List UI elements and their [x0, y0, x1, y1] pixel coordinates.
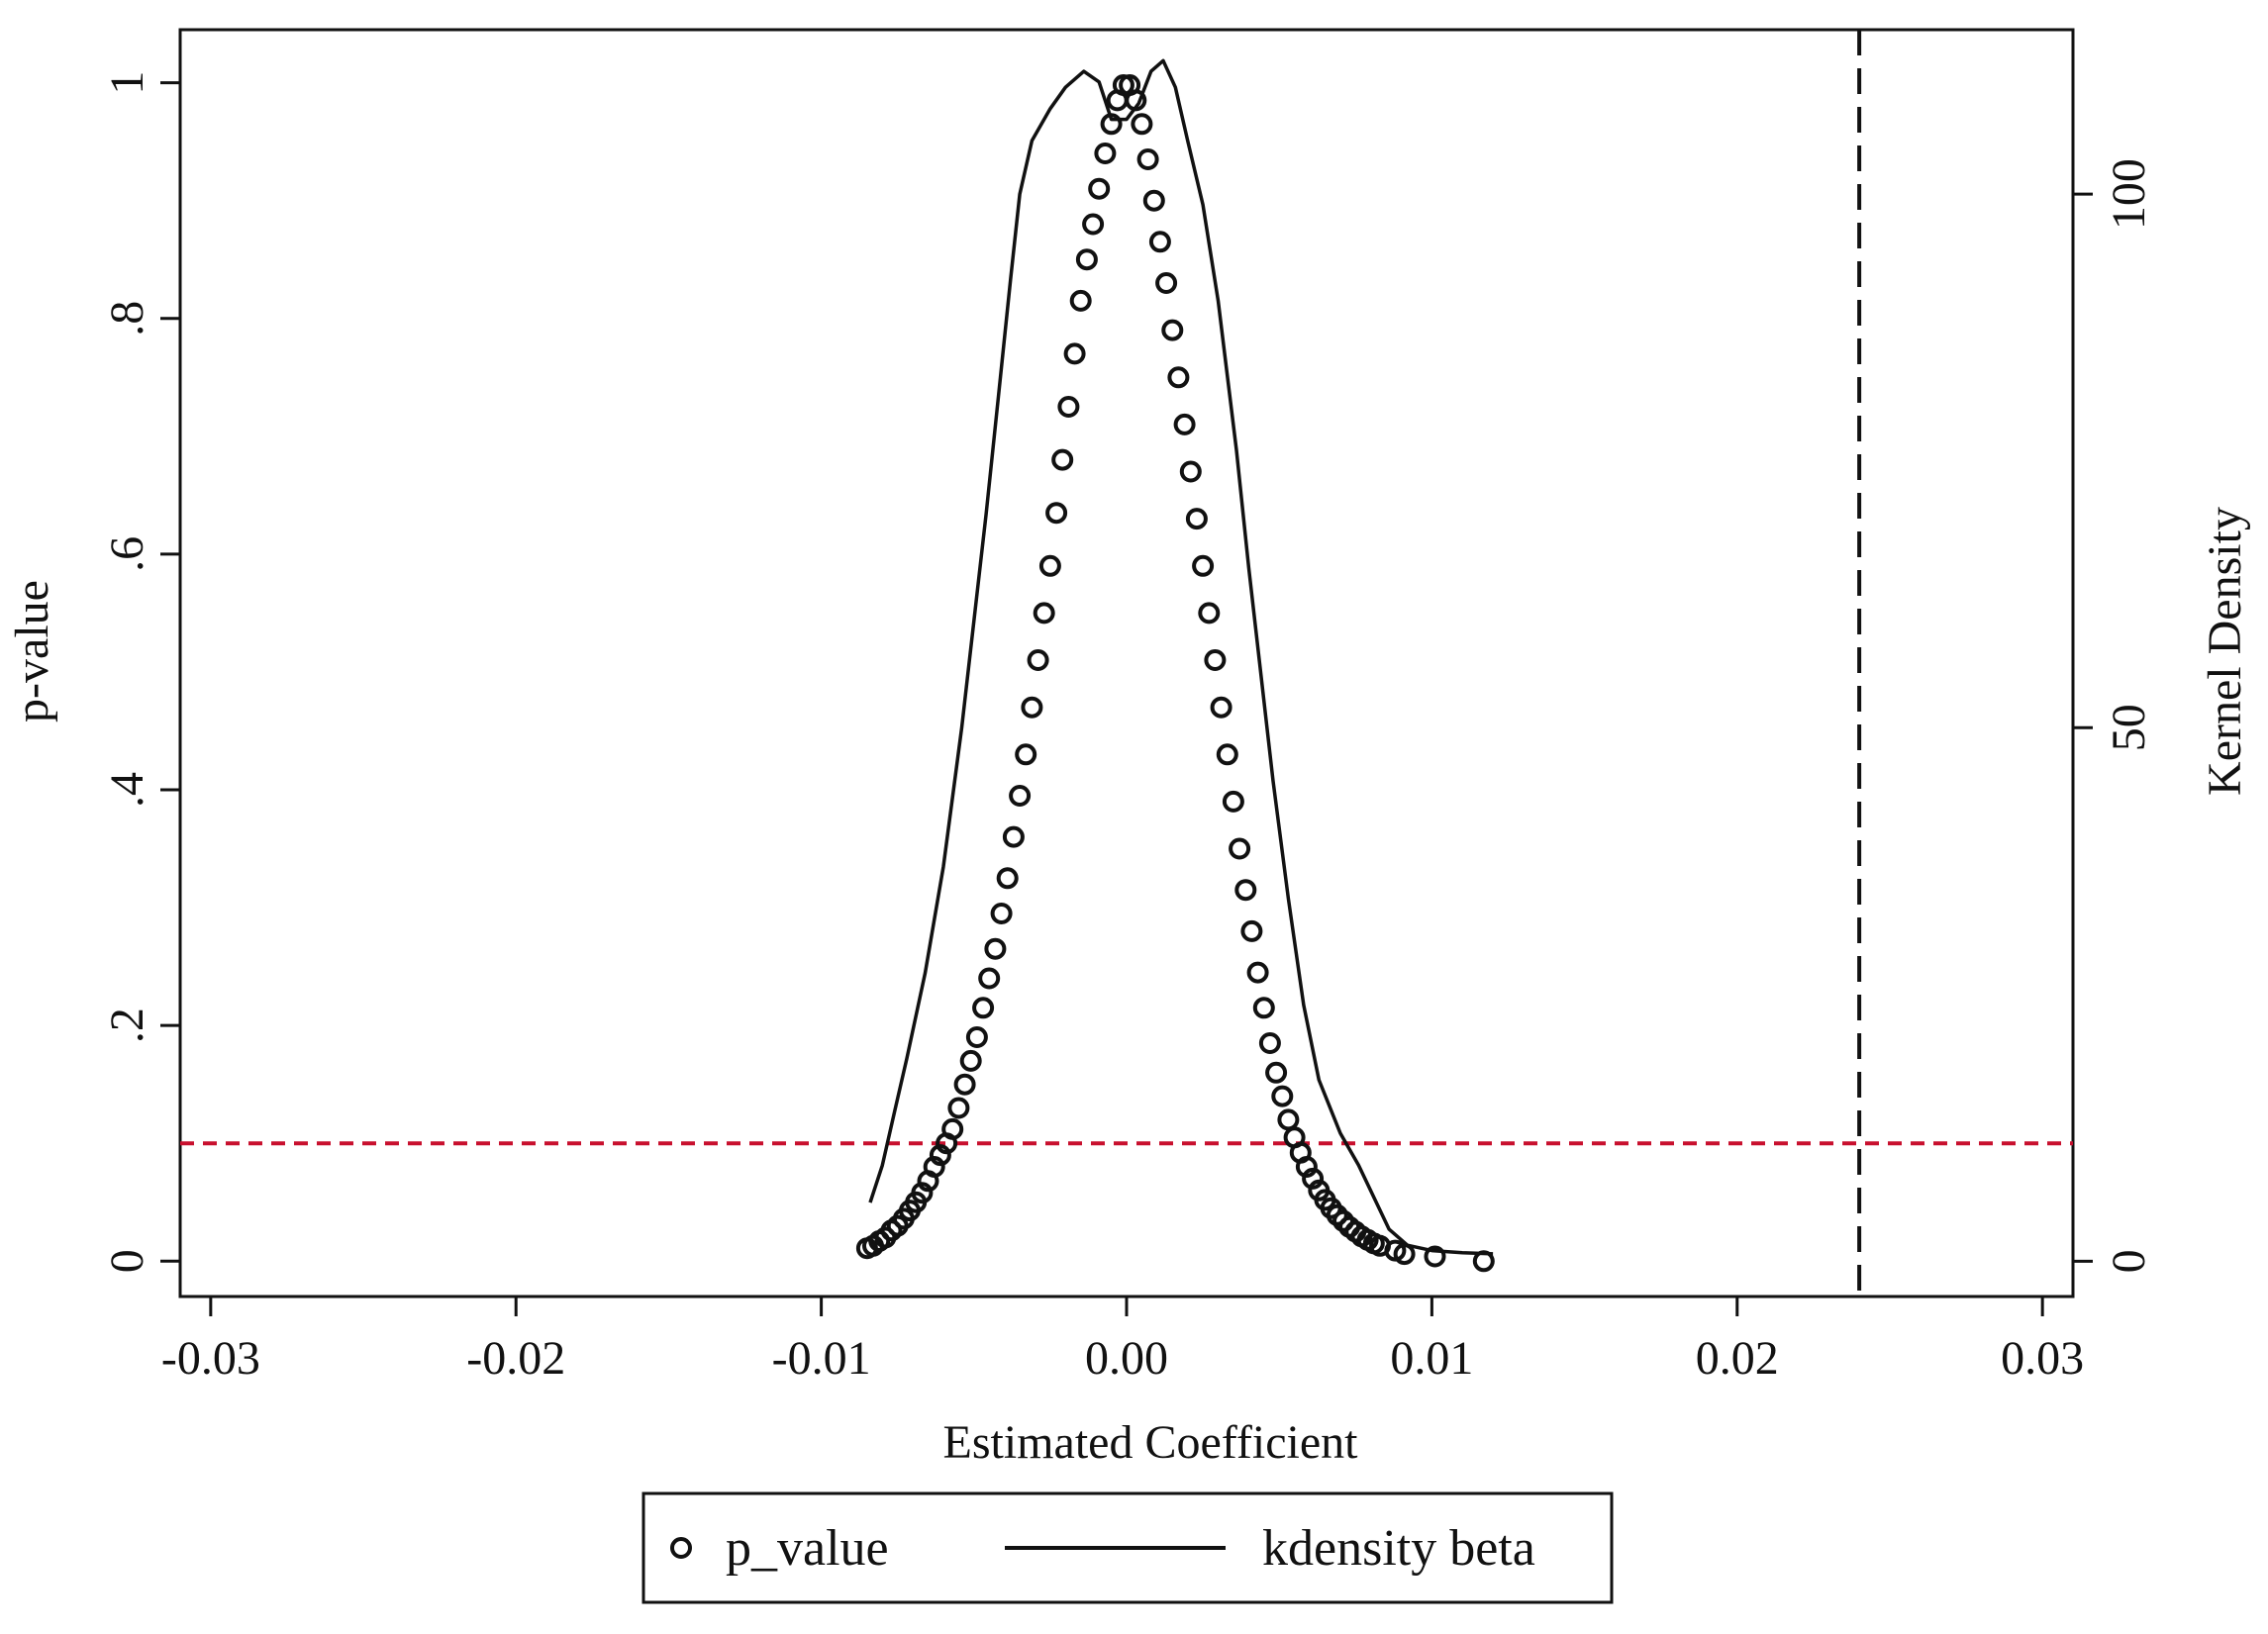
p-value-point: [1167, 366, 1190, 389]
y-left-tick-label: 0: [101, 1249, 153, 1273]
x-tick-label: 0.01: [1390, 1332, 1473, 1385]
p-value-point: [1240, 919, 1263, 942]
p-value-point: [1332, 1209, 1354, 1232]
x-tick-label: -0.02: [466, 1332, 565, 1385]
p-value-point: [965, 1026, 988, 1048]
p-value-point: [1021, 696, 1043, 719]
p-value-point: [1229, 837, 1251, 860]
p-value-point: [1185, 508, 1208, 530]
p-value-point: [1161, 319, 1184, 341]
p-value-point: [1204, 649, 1227, 671]
p-value-point: [1100, 113, 1123, 136]
p-value-point: [1148, 231, 1171, 253]
x-tick-label: -0.03: [161, 1332, 260, 1385]
p-value-point: [1192, 554, 1215, 577]
p-value-point: [1094, 143, 1117, 164]
p-value-point: [1131, 113, 1153, 136]
p-value-point: [1015, 743, 1037, 766]
p-value-point: [1258, 1032, 1281, 1054]
p-value-point: [978, 967, 1001, 990]
reference-lines: [180, 30, 2073, 1297]
p-value-point: [1424, 1245, 1446, 1268]
kdensity-series: [868, 58, 1494, 1256]
x-tick-label: -0.01: [772, 1332, 871, 1385]
p-value-point: [1125, 89, 1147, 112]
p-value-point: [990, 903, 1013, 924]
p-value-point: [984, 937, 1007, 960]
p-value-point: [1009, 785, 1032, 807]
p-value-point: [1198, 602, 1221, 625]
p-value-point: [1136, 148, 1159, 170]
p-value-point: [923, 1156, 945, 1178]
x-tick-label: 0.03: [2001, 1332, 2084, 1385]
y-left-tick-label: .4: [101, 772, 153, 808]
p-value-point: [953, 1073, 976, 1096]
p-value-point: [1027, 649, 1049, 671]
y-axis-right: 0 50 100: [2073, 158, 2155, 1273]
y-axis-left: 0 .2 .4 .6 .8 1: [101, 71, 180, 1273]
x-tick-label: 0.00: [1085, 1332, 1168, 1385]
kdensity-line: [868, 58, 1494, 1256]
p-value-point: [1252, 997, 1275, 1019]
p-value-point: [1173, 413, 1196, 435]
p-value-point: [1088, 177, 1111, 200]
y-right-tick-label: 0: [2103, 1249, 2155, 1273]
p-value-point: [1472, 1250, 1495, 1273]
p-value-point: [1069, 289, 1092, 312]
p-value-point: [1216, 743, 1238, 766]
p-value-point: [1002, 825, 1025, 848]
p-value-point: [1057, 396, 1080, 418]
legend-p-value-marker: [670, 1537, 692, 1559]
y-left-tick-label: 1: [101, 71, 153, 95]
p-value-point: [1271, 1085, 1294, 1107]
p-value-point: [929, 1144, 951, 1167]
y-left-tick-label: .8: [101, 301, 153, 336]
p-value-point: [1038, 554, 1061, 577]
x-tick-label: 0.02: [1696, 1332, 1779, 1385]
p-value-series: [855, 74, 1495, 1273]
y-left-tick-label: .6: [101, 536, 153, 572]
p-value-point: [959, 1049, 982, 1072]
p-value-point: [1234, 879, 1257, 902]
p-value-point: [1246, 961, 1269, 984]
p-value-point: [1075, 248, 1098, 271]
p-value-point: [1222, 790, 1244, 813]
x-axis: -0.03 -0.02 -0.01 0.00 0.01 0.02 0.03: [161, 1297, 2084, 1385]
p-value-point: [1326, 1203, 1348, 1226]
y-right-tick-label: 100: [2103, 158, 2155, 230]
x-axis-label: Estimated Coefficient: [943, 1416, 1359, 1469]
y-axis-right-label: Kernel Density: [2199, 507, 2251, 796]
p-value-point: [1155, 272, 1178, 294]
p-value-point: [1033, 602, 1055, 625]
p-value-point: [1142, 189, 1165, 212]
p-value-point: [1045, 502, 1068, 525]
p-value-point: [972, 997, 995, 1019]
p-value-point: [1082, 213, 1105, 236]
p-value-point: [996, 867, 1019, 890]
legend-p-value-label: p_value: [726, 1520, 889, 1577]
p-value-point: [1051, 448, 1074, 471]
y-left-tick-label: .2: [101, 1008, 153, 1043]
p-value-point: [1393, 1243, 1416, 1266]
p-value-point: [1302, 1167, 1325, 1190]
p-value-point: [1265, 1061, 1288, 1084]
legend-kdensity-label: kdensity beta: [1262, 1520, 1535, 1577]
p-value-point: [1063, 342, 1086, 365]
legend: p_value kdensity beta: [641, 1491, 1614, 1604]
y-right-tick-label: 50: [2103, 704, 2155, 751]
p-value-point: [1179, 460, 1202, 483]
p-value-point: [1210, 696, 1233, 719]
y-axis-left-label: p-value: [6, 580, 58, 722]
p-value-point: [947, 1097, 970, 1119]
p-value-point: [941, 1117, 964, 1140]
p-value-point: [911, 1182, 934, 1204]
p-value-point: [1295, 1156, 1318, 1178]
